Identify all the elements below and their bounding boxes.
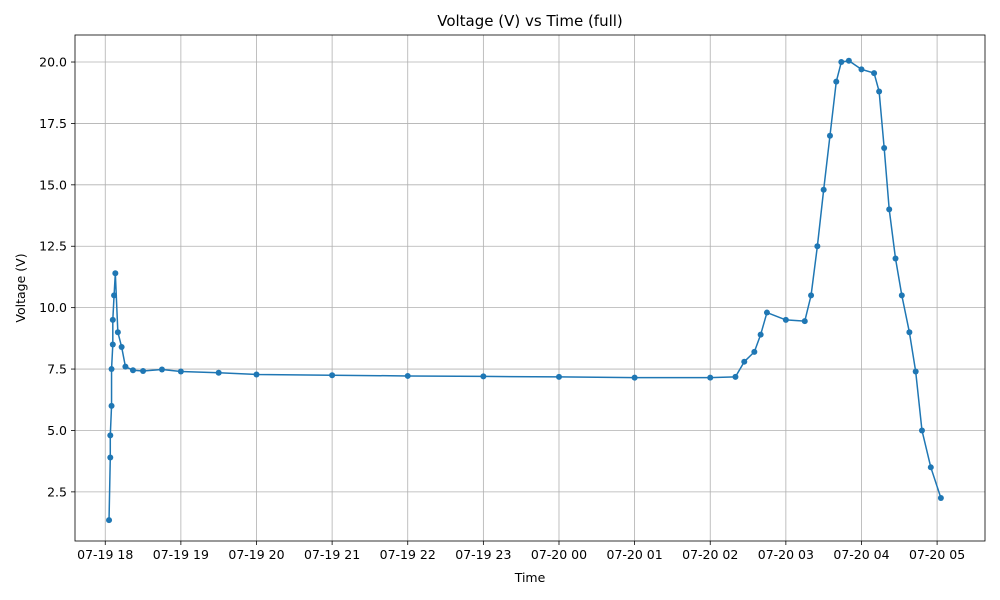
data-point <box>122 363 129 370</box>
y-tick-label: 20.0 <box>39 55 67 70</box>
data-point <box>912 368 919 375</box>
data-point <box>881 144 888 151</box>
data-point <box>906 329 913 336</box>
y-axis-title: Voltage (V) <box>13 253 28 322</box>
series-line <box>108 60 942 521</box>
data-point <box>108 366 115 373</box>
data-point <box>820 186 827 193</box>
data-point <box>927 464 934 471</box>
data-point <box>886 206 893 213</box>
data-point <box>808 292 815 299</box>
data-point <box>757 331 764 338</box>
axis-ticks: 07-19 18 07-19 19 07-19 20 07-19 21 07-19 22… <box>39 55 965 562</box>
data-point <box>898 292 905 299</box>
data-point <box>876 88 883 95</box>
data-point <box>107 432 114 439</box>
plot-frame <box>74 34 986 542</box>
x-tick-label: 07-19 23 <box>455 547 511 562</box>
data-point <box>845 57 852 64</box>
x-tick-label: 07-20 00 <box>531 547 587 562</box>
data-point <box>631 374 638 381</box>
y-tick-label: 17.5 <box>39 116 67 131</box>
data-point <box>109 341 116 348</box>
data-point <box>838 59 845 66</box>
data-point <box>118 343 125 350</box>
data-point <box>177 368 184 375</box>
x-tick-label: 07-20 03 <box>758 547 814 562</box>
data-point <box>858 66 865 73</box>
y-tick-label: 15.0 <box>39 177 67 192</box>
x-tick-label: 07-19 18 <box>77 547 133 562</box>
data-point <box>892 255 899 262</box>
x-tick-label: 07-20 05 <box>909 547 965 562</box>
data-point <box>480 373 487 380</box>
data-point <box>814 243 821 250</box>
grid-lines <box>75 35 985 541</box>
data-point <box>106 517 113 524</box>
data-point <box>215 369 222 376</box>
data-point <box>404 372 411 379</box>
x-tick-label: 07-19 22 <box>380 547 436 562</box>
data-point <box>112 270 119 277</box>
x-tick-label: 07-20 02 <box>682 547 738 562</box>
data-point <box>111 292 118 299</box>
data-point <box>129 367 136 374</box>
x-tick-label: 07-19 21 <box>304 547 360 562</box>
chart-title: Voltage (V) vs Time (full) <box>437 12 623 30</box>
y-tick-label: 5.0 <box>47 423 67 438</box>
data-point <box>114 329 121 336</box>
data-point <box>801 318 808 325</box>
data-point <box>763 309 770 316</box>
plot-area <box>106 57 944 524</box>
data-point <box>158 366 165 373</box>
x-tick-label: 07-19 20 <box>228 547 284 562</box>
y-tick-label: 2.5 <box>47 484 67 499</box>
x-tick-label: 07-20 04 <box>833 547 889 562</box>
data-point <box>732 373 739 380</box>
data-point <box>937 495 944 502</box>
y-tick-label: 7.5 <box>47 362 67 377</box>
data-point <box>707 374 714 381</box>
data-point <box>253 371 260 378</box>
data-point <box>555 373 562 380</box>
data-point <box>751 348 758 355</box>
x-tick-label: 07-19 19 <box>153 547 209 562</box>
data-point <box>107 454 114 461</box>
y-tick-label: 10.0 <box>39 300 67 315</box>
x-axis-title: Time <box>514 570 546 585</box>
data-point <box>871 70 878 77</box>
data-point <box>918 427 925 434</box>
data-point <box>741 358 748 365</box>
data-point <box>140 368 147 375</box>
x-tick-label: 07-20 01 <box>607 547 663 562</box>
data-point <box>782 316 789 323</box>
data-point <box>108 402 115 409</box>
data-point <box>826 132 833 139</box>
data-point <box>109 316 116 323</box>
data-point <box>833 78 840 85</box>
y-tick-label: 12.5 <box>39 239 67 254</box>
data-point <box>329 372 336 379</box>
